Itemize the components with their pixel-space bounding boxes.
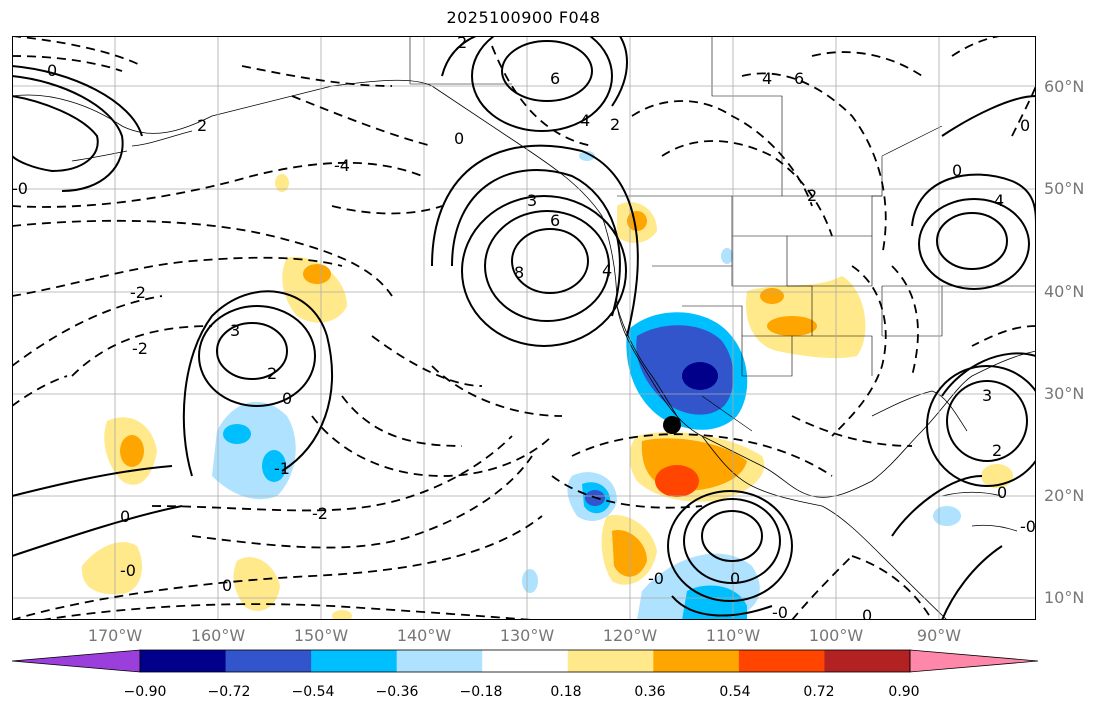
contour-label: 4 (602, 261, 612, 280)
colorbar-tick: −0.72 (207, 684, 251, 700)
contour-label: 0 (47, 61, 57, 80)
colorbar-outline (139, 649, 911, 673)
lon-label-170w: 170°W (87, 626, 143, 645)
colorbar (11, 649, 1039, 673)
contour-label: 8 (514, 263, 524, 282)
contour-label: 2 (267, 364, 277, 383)
graticule (12, 36, 1036, 620)
colorbar-tick: 0.36 (634, 684, 666, 700)
colorbar-tick: −0.18 (459, 684, 503, 700)
contour-label: 6 (550, 211, 560, 230)
colorbar-tick: 0.18 (550, 684, 582, 700)
contour-label: 0 (454, 129, 464, 148)
contour-label: 0 (730, 569, 740, 588)
map-panel: 2 6 4 2 0 4 6 2 0 -0 -4 3 6 4 8 -2 -2 3 … (12, 36, 1036, 620)
lon-label-110w: 110°W (705, 626, 761, 645)
contour-label: 2 (610, 115, 620, 134)
colorbar-tick: 0.90 (888, 684, 920, 700)
lat-label-60n: 60°N (1044, 77, 1085, 96)
contour-label: -2 (130, 283, 146, 302)
state-borders (409, 36, 1036, 432)
colorbar-tick: 0.72 (803, 684, 835, 700)
lat-label-20n: 20°N (1044, 486, 1085, 505)
colorbar-extend-low (11, 649, 141, 673)
lat-label-30n: 30°N (1044, 384, 1085, 403)
contour-label: -2 (312, 504, 328, 523)
lon-label-160w: 160°W (190, 626, 246, 645)
lon-label-100w: 100°W (808, 626, 864, 645)
lon-label-130w: 130°W (499, 626, 555, 645)
contour-label: 2 (807, 186, 817, 205)
contour-label: 3 (527, 191, 537, 210)
colorbar-segment (824, 650, 911, 672)
contour-label-group: 2 6 4 2 0 4 6 2 0 -0 -4 3 6 4 8 -2 -2 3 … (12, 36, 1036, 620)
dashed-contours (12, 36, 1036, 620)
colorbar-segment (396, 650, 483, 672)
contour-label: 3 (230, 321, 240, 340)
lon-label-140w: 140°W (396, 626, 452, 645)
contour-label: 0 (222, 576, 232, 595)
contour-label: 0 (862, 606, 872, 620)
lat-label-10n: 10°N (1044, 588, 1085, 607)
colorbar-segment (482, 650, 569, 672)
colorbar-segment (225, 650, 312, 672)
lat-label-40n: 40°N (1044, 282, 1085, 301)
contour-label: 2 (197, 116, 207, 135)
colorbar-segment (653, 650, 740, 672)
colorbar-extend-high (909, 649, 1039, 673)
contour-label: -2 (132, 339, 148, 358)
contour-label: 6 (794, 69, 804, 88)
contour-label: -4 (334, 156, 350, 175)
colorbar-segments (11, 649, 1039, 673)
colorbar-tick: −0.54 (291, 684, 335, 700)
solid-contours (12, 36, 1036, 620)
contour-label: 0 (282, 389, 292, 408)
figure-title: 2025100900 F048 (446, 8, 601, 27)
contour-label: -0 (1020, 517, 1036, 536)
contour-label: 6 (550, 69, 560, 88)
contour-label: 2 (457, 36, 467, 52)
colorbar-segment (567, 650, 654, 672)
contour-label: -0 (772, 603, 788, 620)
contour-label: 0 (1020, 116, 1030, 135)
storm-center-dot (663, 416, 681, 434)
colorbar-tick: −0.36 (375, 684, 419, 700)
contour-label: 3 (982, 386, 992, 405)
contour-label: 0 (120, 507, 130, 526)
contour-label: -0 (648, 569, 664, 588)
colorbar-segment (140, 650, 227, 672)
contour-label: -0 (12, 179, 28, 198)
contour-label: -1 (274, 459, 290, 478)
colorbar-segment (738, 650, 825, 672)
lon-label-150w: 150°W (293, 626, 349, 645)
contour-label: 0 (952, 161, 962, 180)
shaded-anomaly-fields (81, 151, 1013, 620)
contour-label: 4 (580, 111, 590, 130)
contour-label: -0 (120, 561, 136, 580)
lat-label-50n: 50°N (1044, 179, 1085, 198)
lon-label-90w: 90°W (916, 626, 962, 645)
colorbar-segment (311, 650, 398, 672)
colorbar-tick: −0.90 (123, 684, 167, 700)
contour-label: 2 (992, 441, 1002, 460)
contour-label: 0 (997, 483, 1007, 502)
contour-label: 4 (994, 191, 1004, 210)
contour-label: 4 (762, 69, 772, 88)
colorbar-tick: 0.54 (719, 684, 751, 700)
lon-label-120w: 120°W (602, 626, 658, 645)
